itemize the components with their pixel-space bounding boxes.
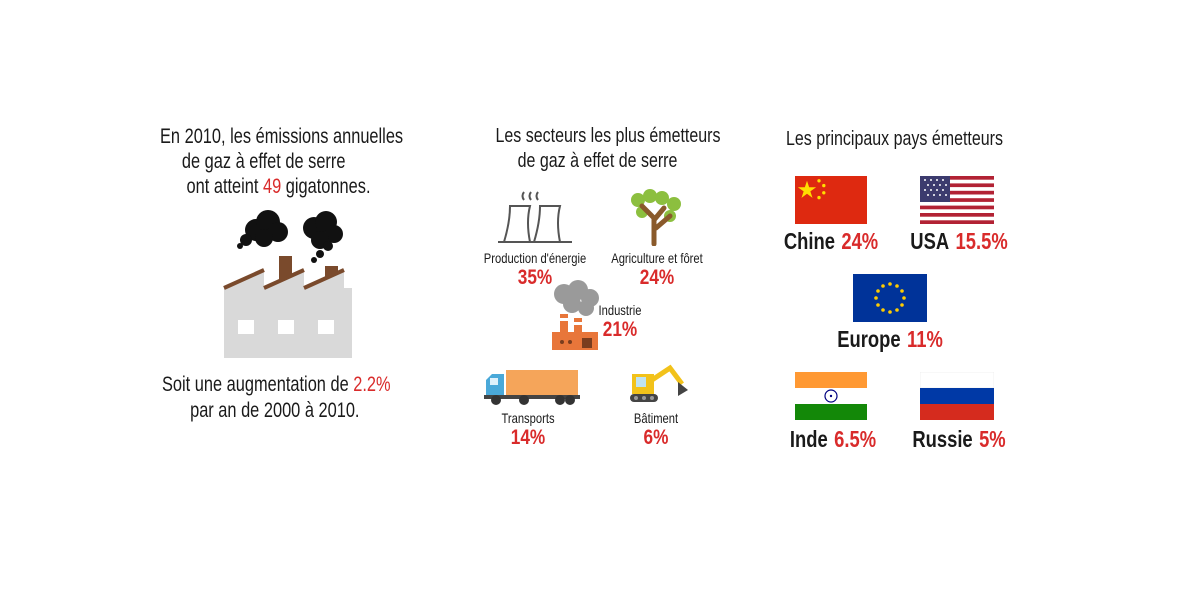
growth-value: 2.2% [353, 373, 391, 396]
sector-label-agriculture: Agriculture et fôret [611, 250, 703, 266]
china-flag-icon [795, 176, 867, 224]
country-china: Chine 24% [783, 228, 879, 254]
eu-flag-icon [853, 274, 927, 322]
tree-icon [631, 189, 681, 246]
sector-label-energy: Production d'énergie [483, 250, 587, 266]
factory-icon [223, 210, 352, 358]
truck-icon [484, 370, 580, 405]
sector-label-industry: Industrie [598, 302, 642, 318]
excavator-icon [630, 364, 688, 402]
growth-text: Soit une augmentation de 2.2% par an de … [162, 372, 396, 424]
countries-title: Les principaux pays émetteurs [786, 128, 1003, 150]
emissions-headline: En 2010, les émissions annuelles de gaz … [160, 124, 404, 199]
usa-flag-icon [920, 176, 994, 224]
sector-pct-agriculture: 24% [639, 266, 675, 289]
emissions-line-3: ont atteint 49 gigatonnes. [186, 175, 371, 198]
russia-flag-icon [920, 372, 994, 420]
emissions-line-1: En 2010, les émissions annuelles [160, 125, 404, 148]
sectors-title-line-2: de gaz à effet de serre [517, 150, 678, 172]
country-india: Inde 6.5% [789, 426, 877, 452]
sector-label-building: Bâtiment [633, 410, 679, 426]
growth-line-2: par an de 2000 à 2010. [190, 399, 360, 422]
emissions-line-2: de gaz à effet de serre [181, 150, 346, 173]
country-usa: USA 15.5% [910, 228, 1008, 254]
sectors-title-line-1: Les secteurs les plus émetteurs [495, 125, 721, 147]
india-flag-icon [795, 372, 867, 420]
country-europe: Europe 11% [837, 326, 943, 352]
emissions-value: 49 [263, 175, 282, 198]
sector-pct-energy: 35% [517, 266, 553, 289]
sector-pct-industry: 21% [602, 318, 638, 341]
sector-pct-building: 6% [643, 426, 669, 449]
sector-pct-transport: 14% [510, 426, 546, 449]
industry-icon [552, 280, 599, 350]
sectors-title: Les secteurs les plus émetteurs de gaz à… [495, 124, 721, 174]
growth-line-1: Soit une augmentation de 2.2% [162, 373, 391, 396]
country-russia: Russie 5% [912, 426, 1006, 452]
power-plant-icon [498, 191, 572, 243]
sector-label-transport: Transports [501, 410, 555, 426]
